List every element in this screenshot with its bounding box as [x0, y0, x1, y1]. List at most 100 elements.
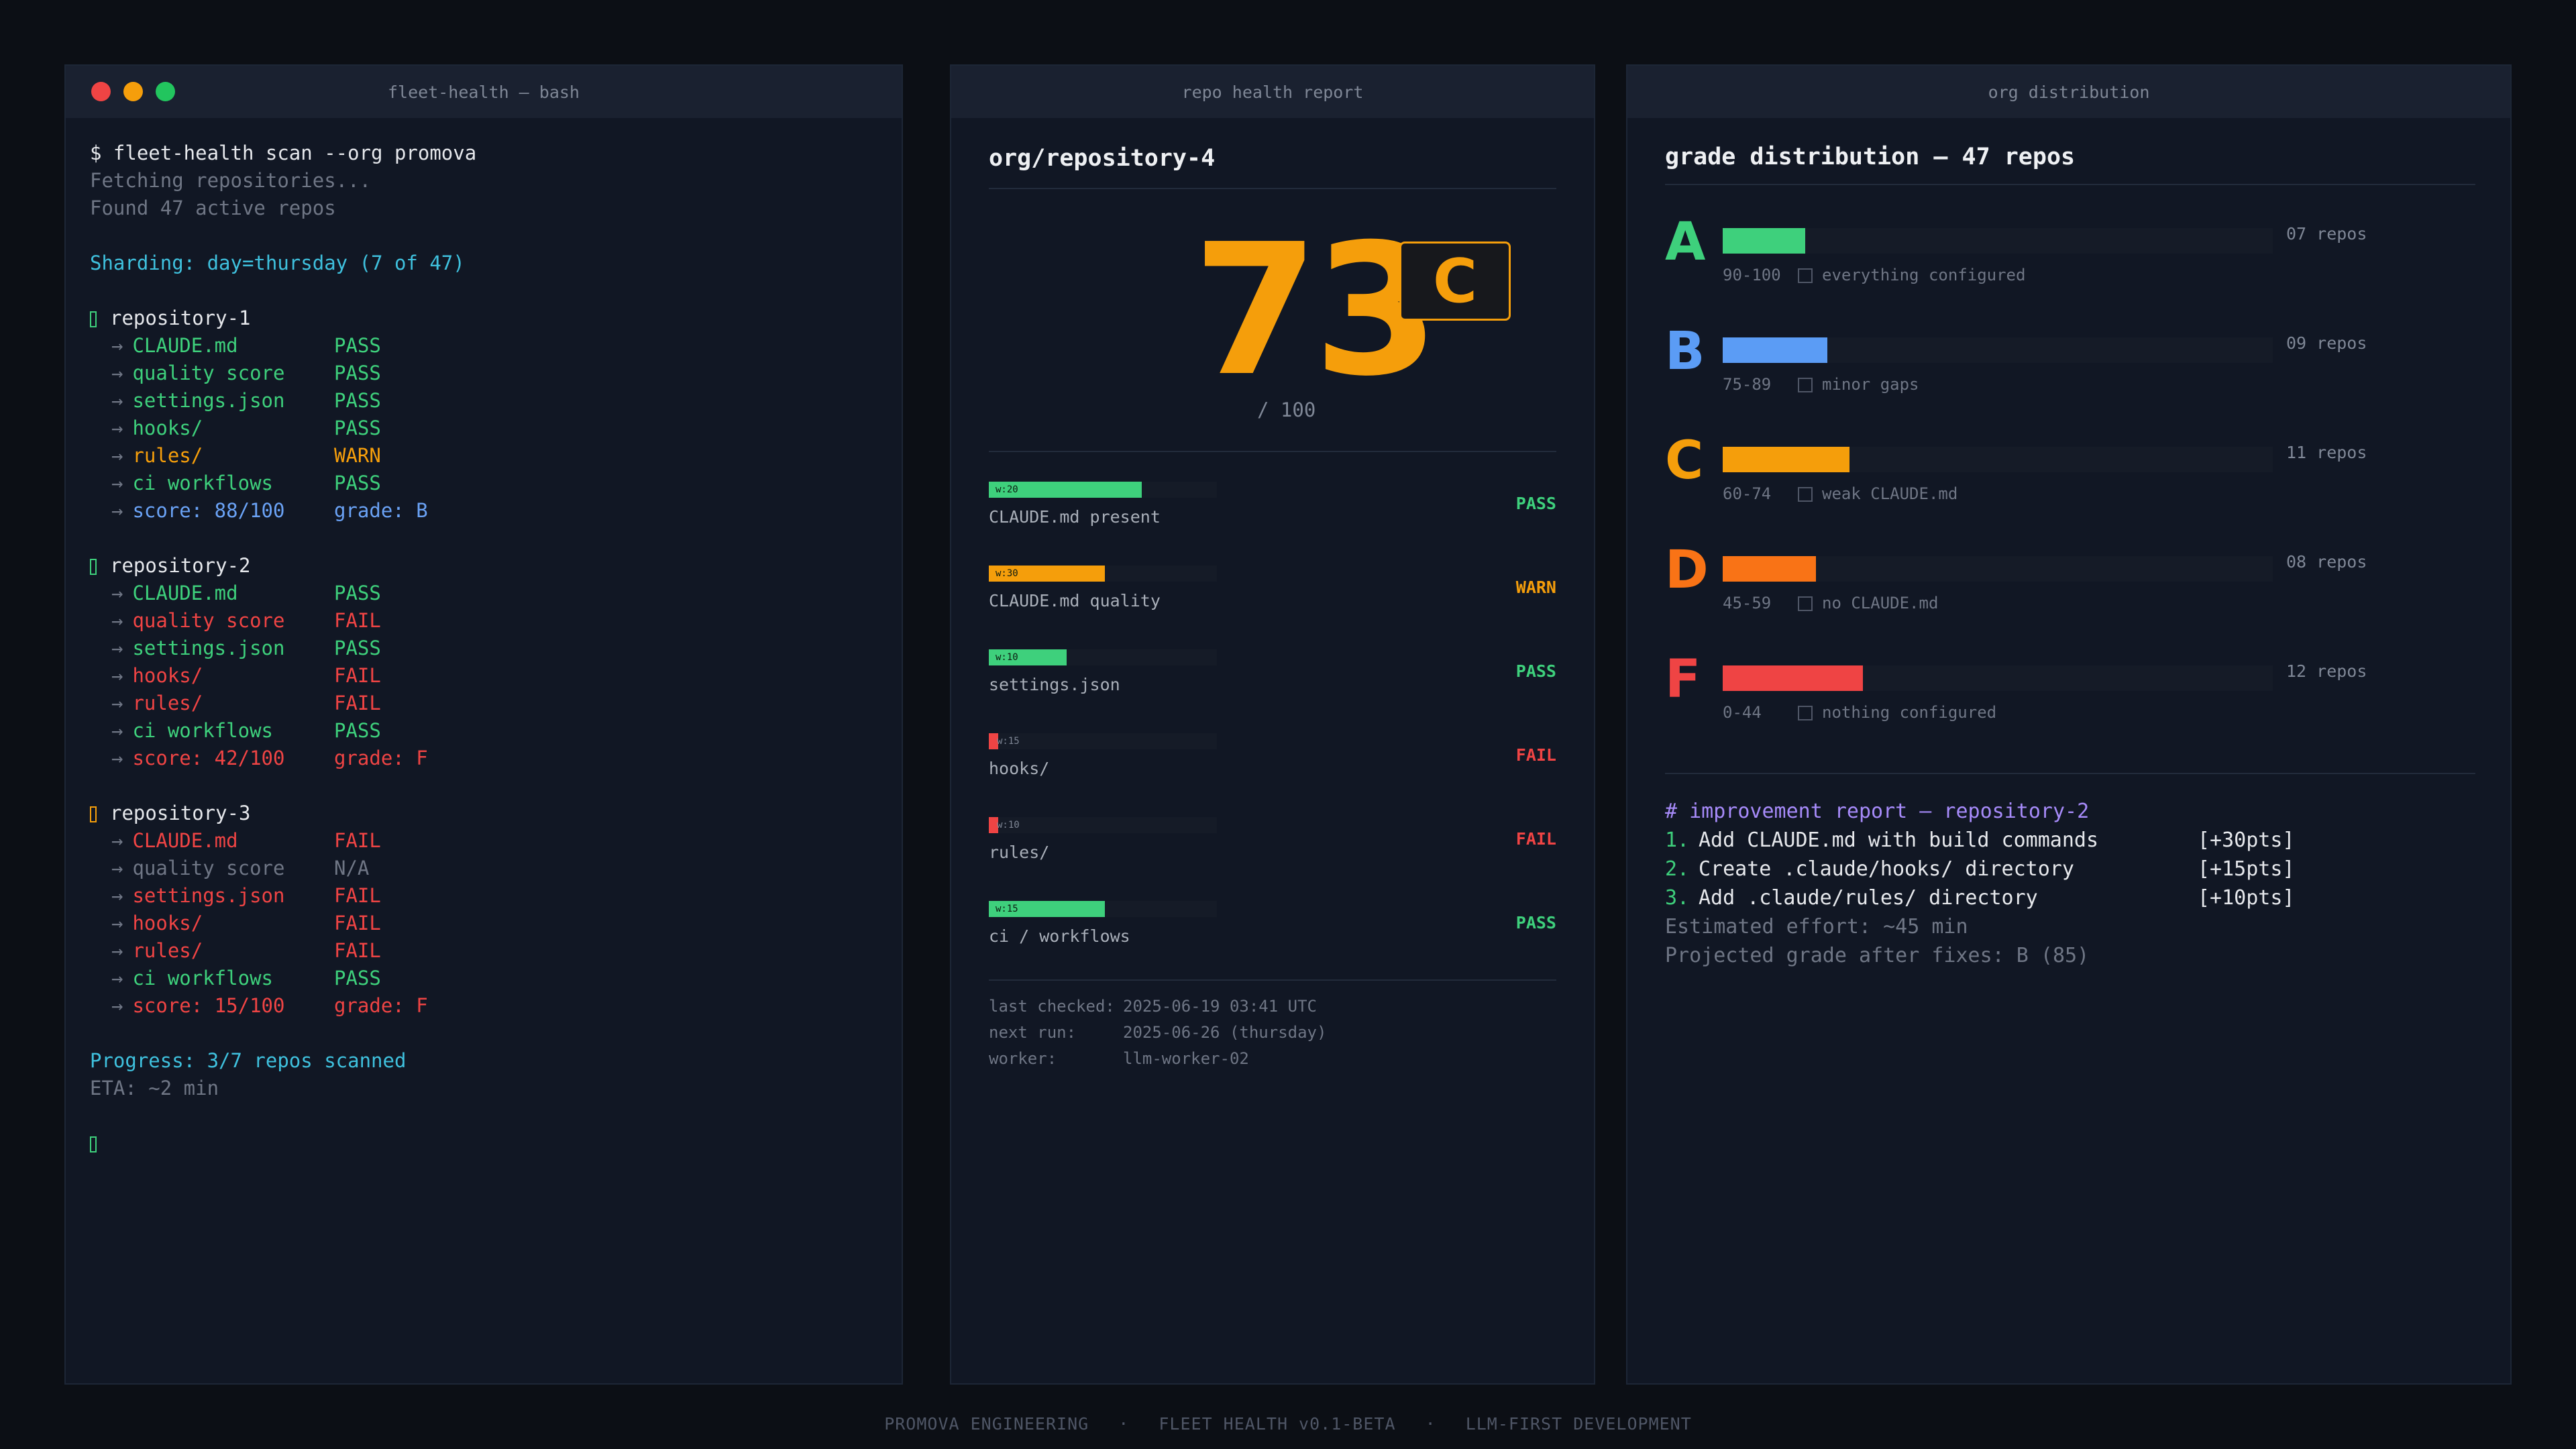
- check-label: ci / workflows: [989, 926, 1130, 946]
- repo-name: org/repository-4: [989, 145, 1216, 172]
- arrow-icon: →: [111, 582, 123, 604]
- arrow-icon: →: [111, 444, 123, 467]
- grade-bar-fill: [1723, 447, 1849, 472]
- arrow-icon: →: [111, 719, 123, 742]
- check-label: ci workflows: [132, 967, 273, 989]
- arrow-icon: →: [111, 967, 123, 989]
- footer-org: PROMOVA ENGINEERING: [884, 1414, 1089, 1434]
- check-item: w:10 settings.json PASS: [989, 649, 1556, 716]
- item-text: Add CLAUDE.md with build commands: [1699, 828, 2099, 852]
- check-label: ci workflows: [132, 719, 273, 742]
- cursor-block: [90, 1136, 97, 1152]
- divider: [1665, 184, 2475, 185]
- check-status: FAIL: [334, 829, 381, 852]
- check-label: hooks/: [989, 759, 1050, 778]
- check-weight: w:10: [997, 820, 1020, 830]
- grade-badge: C: [1399, 241, 1511, 321]
- distribution-window-title: org distribution: [1988, 82, 2150, 102]
- grade-desc-text: everything configured: [1822, 266, 2026, 284]
- check-row: → rules/FAIL: [90, 937, 895, 964]
- grade-row-a: A 90-100 everything configured 07 repos: [1665, 212, 2470, 302]
- check-label: rules/: [132, 692, 203, 714]
- meta-value: llm-worker-02: [1123, 1049, 1249, 1068]
- footer-product: FLEET HEALTH v0.1-BETA: [1159, 1414, 1396, 1434]
- item-number: 1.: [1665, 828, 1690, 852]
- grade-letter: F: [1665, 649, 1701, 710]
- grade-letter: B: [1665, 321, 1705, 382]
- grade-bar-fill: [1723, 228, 1805, 254]
- meta-row: worker: llm-worker-02: [989, 1049, 1249, 1068]
- check-status: FAIL: [334, 884, 381, 907]
- terminal-title: fleet-health — bash: [388, 82, 580, 102]
- arrow-icon: →: [111, 884, 123, 907]
- arrow-icon: →: [111, 857, 123, 879]
- repo-grade: grade: B: [334, 499, 428, 522]
- check-bar-fill: [989, 901, 1106, 917]
- found-text: Found 47 active repos: [90, 197, 336, 219]
- score-row: → score: 15/100 grade: F: [90, 992, 895, 1019]
- check-item: w:20 CLAUDE.md present PASS: [989, 482, 1556, 549]
- meta-value: 2025-06-19 03:41 UTC: [1123, 997, 1317, 1016]
- divider: [989, 188, 1556, 189]
- check-item: w:15 ci / workflows PASS: [989, 901, 1556, 968]
- meta-key: next run:: [989, 1023, 1077, 1042]
- check-label: CLAUDE.md: [132, 582, 238, 604]
- meta-key: worker:: [989, 1049, 1057, 1068]
- fetching-text: Fetching repositories...: [90, 169, 372, 192]
- grade-row-b: B 75-89 minor gaps 09 repos: [1665, 321, 2470, 411]
- grade-letter: D: [1665, 540, 1709, 600]
- check-label: settings.json: [989, 675, 1120, 694]
- folder-icon: [1798, 487, 1813, 502]
- grade-description: 75-89 minor gaps: [1723, 375, 1919, 394]
- arrow-icon: →: [111, 389, 123, 412]
- minimize-window-button[interactable]: [123, 82, 143, 101]
- check-status: PASS: [334, 362, 381, 384]
- grade-range: 75-89: [1723, 375, 1772, 394]
- eta-text: ETA: ~2 min: [90, 1077, 219, 1099]
- check-row: → rules/WARN: [90, 442, 895, 469]
- check-bar-fill: [989, 649, 1067, 665]
- grade-description: 0-44 nothing configured: [1723, 703, 1996, 722]
- arrow-icon: →: [111, 939, 123, 962]
- repo-status-marker: [90, 806, 97, 822]
- grade-letter: A: [1665, 212, 1706, 272]
- arrow-icon: →: [111, 692, 123, 714]
- repo-header: repository-1: [90, 305, 895, 331]
- check-status: PASS: [334, 417, 381, 439]
- meta-value: 2025-06-26 (thursday): [1123, 1023, 1327, 1042]
- terminal-titlebar: fleet-health — bash: [66, 66, 902, 118]
- item-number: 2.: [1665, 857, 1690, 881]
- check-label: quality score: [132, 609, 285, 632]
- grade-description: 45-59 no CLAUDE.md: [1723, 594, 1938, 612]
- check-status: PASS: [334, 582, 381, 604]
- check-status: WARN: [1515, 578, 1556, 597]
- check-status: FAIL: [334, 912, 381, 934]
- check-row: → hooks/FAIL: [90, 662, 895, 689]
- check-label: CLAUDE.md quality: [989, 591, 1161, 610]
- grade-row-f: F 0-44 nothing configured 12 repos: [1665, 649, 2470, 739]
- repo-score: score: 15/100: [132, 994, 285, 1017]
- check-status: FAIL: [334, 609, 381, 632]
- check-label: ci workflows: [132, 472, 273, 494]
- check-row: → settings.json PASS: [90, 635, 895, 661]
- check-label: CLAUDE.md: [132, 829, 238, 852]
- repo-name: repository-2: [110, 554, 251, 577]
- meta-key: last checked:: [989, 997, 1115, 1016]
- grade-count: 08 repos: [2286, 552, 2367, 572]
- check-status: FAIL: [334, 939, 381, 962]
- check-status: FAIL: [1515, 745, 1556, 765]
- check-status: PASS: [334, 637, 381, 659]
- terminal-window: fleet-health — bash $ fleet-health scan …: [64, 64, 903, 1385]
- folder-icon: [1798, 268, 1813, 283]
- maximize-window-button[interactable]: [156, 82, 175, 101]
- arrow-icon: →: [111, 472, 123, 494]
- divider: [989, 979, 1556, 981]
- check-label: rules/: [989, 843, 1050, 862]
- check-row: → quality score PASS: [90, 360, 895, 386]
- close-window-button[interactable]: [91, 82, 111, 101]
- check-row: → ci workflows PASS: [90, 470, 895, 496]
- check-label: hooks/: [132, 417, 203, 439]
- check-row: → settings.json PASS: [90, 387, 895, 414]
- grade-desc-text: no CLAUDE.md: [1822, 594, 1939, 612]
- check-weight: w:15: [997, 736, 1020, 747]
